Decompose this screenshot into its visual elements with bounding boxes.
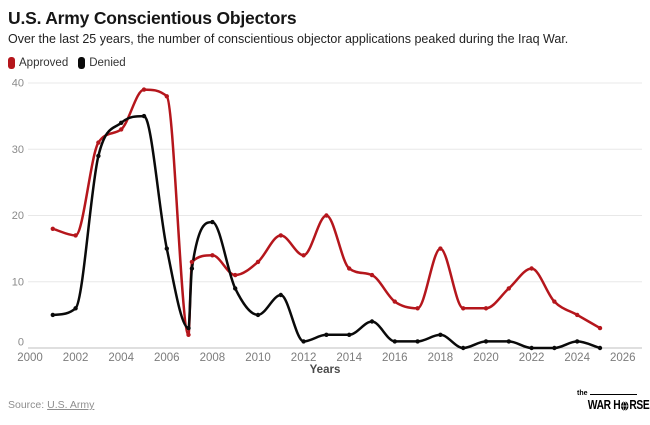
- data-point-approved: [119, 127, 124, 132]
- y-tick-label: 40: [12, 78, 24, 90]
- data-point-approved: [324, 213, 329, 218]
- x-tick-label: 2002: [63, 352, 89, 364]
- data-point-approved: [552, 299, 557, 304]
- source-prefix: Source:: [8, 399, 48, 411]
- data-point-approved: [347, 266, 352, 271]
- data-point-denied: [119, 120, 124, 125]
- war-horse-logo: the WAR H RSE: [577, 390, 650, 412]
- x-tick-label: 2024: [564, 352, 590, 364]
- logo-text-left: WAR H: [587, 398, 621, 412]
- data-point-approved: [392, 299, 397, 304]
- data-point-denied: [438, 332, 443, 337]
- x-tick-label: 2026: [610, 352, 636, 364]
- globe-icon: [621, 400, 629, 411]
- data-point-denied: [575, 339, 580, 344]
- approved-swatch: [8, 57, 15, 69]
- data-point-approved: [461, 306, 466, 311]
- data-point-denied: [233, 286, 238, 291]
- data-point-denied: [210, 219, 215, 225]
- data-point-approved: [186, 332, 191, 337]
- x-tick-label: 2016: [382, 352, 408, 364]
- x-tick-label: 2000: [17, 352, 43, 364]
- data-point-approved: [575, 312, 580, 318]
- logo-the-text: the: [577, 390, 588, 397]
- plot-area: 0 10 20 30 40 2000 2002 2004 2006 2008 2010 2012 201…: [0, 78, 650, 386]
- data-point-approved: [233, 272, 238, 278]
- legend-label-denied: Denied: [89, 57, 126, 69]
- data-point-denied: [483, 339, 489, 344]
- data-point-denied: [415, 339, 420, 344]
- chart-subtitle: Over the last 25 years, the number of co…: [8, 32, 569, 46]
- data-point-denied: [73, 306, 78, 311]
- y-tick-label: 0: [18, 337, 24, 349]
- data-point-denied: [461, 345, 466, 351]
- x-tick-label: 2010: [245, 352, 271, 364]
- data-point-approved: [369, 272, 375, 278]
- denied-swatch: [78, 57, 86, 69]
- y-tick-label: 30: [12, 144, 24, 156]
- x-tick-label: 2012: [291, 352, 317, 364]
- data-point-denied: [186, 325, 191, 331]
- y-tick-label: 20: [12, 210, 24, 222]
- data-point-denied: [506, 339, 511, 344]
- data-point-approved: [506, 286, 511, 291]
- source-note: Source: U.S. Army: [8, 399, 94, 411]
- line-chart: 0 10 20 30 40 2000 2002 2004 2006 2008 2010 2012 201…: [12, 78, 642, 364]
- chart-title: U.S. Army Conscientious Objectors: [8, 8, 297, 28]
- data-point-approved: [483, 306, 489, 311]
- x-tick-label: 2020: [473, 352, 499, 364]
- data-point-approved: [278, 233, 283, 238]
- logo-wordmark: WAR H RSE: [587, 398, 650, 412]
- data-point-denied: [597, 345, 603, 351]
- data-point-denied: [552, 345, 557, 351]
- data-point-denied: [301, 339, 306, 344]
- y-tick-label: 10: [12, 276, 24, 288]
- x-tick-label: 2004: [108, 352, 134, 364]
- data-point-denied: [369, 319, 375, 324]
- data-point-approved: [164, 94, 169, 99]
- data-point-approved: [529, 266, 534, 271]
- x-tick-label: 2018: [428, 352, 454, 364]
- data-point-denied: [278, 292, 283, 298]
- data-point-approved: [96, 140, 101, 145]
- x-tick-label: 2006: [154, 352, 180, 364]
- data-point-approved: [189, 259, 195, 265]
- data-point-approved: [301, 253, 306, 258]
- data-point-approved: [141, 87, 147, 92]
- data-point-approved: [210, 253, 215, 258]
- x-tick-label: 2008: [200, 352, 226, 364]
- data-point-denied: [392, 339, 397, 344]
- x-tick-label: 2014: [336, 352, 362, 364]
- data-point-denied: [164, 246, 169, 251]
- legend-label-approved: Approved: [19, 57, 69, 69]
- data-point-denied: [347, 332, 352, 337]
- data-point-approved: [50, 226, 55, 231]
- data-point-denied: [255, 312, 261, 318]
- data-point-denied: [96, 153, 101, 159]
- legend-item-denied: Denied: [78, 57, 126, 69]
- data-point-denied: [324, 332, 329, 337]
- data-point-denied: [529, 345, 534, 351]
- source-link[interactable]: U.S. Army: [47, 399, 95, 411]
- series-line-denied: [51, 114, 602, 350]
- data-point-approved: [73, 233, 78, 238]
- data-point-approved: [255, 259, 261, 265]
- data-point-denied: [50, 312, 55, 318]
- legend: Approved Denied: [8, 57, 126, 69]
- legend-item-approved: Approved: [8, 57, 68, 69]
- data-point-denied: [189, 266, 195, 271]
- x-axis-title: Years: [309, 364, 341, 376]
- data-point-approved: [415, 306, 420, 311]
- logo-rule: [589, 393, 637, 395]
- data-point-approved: [597, 325, 603, 331]
- data-point-denied: [141, 113, 147, 119]
- x-tick-label: 2022: [519, 352, 545, 364]
- series-line-approved: [51, 88, 602, 337]
- logo-text-right: RSE: [629, 398, 650, 412]
- data-point-approved: [438, 246, 443, 251]
